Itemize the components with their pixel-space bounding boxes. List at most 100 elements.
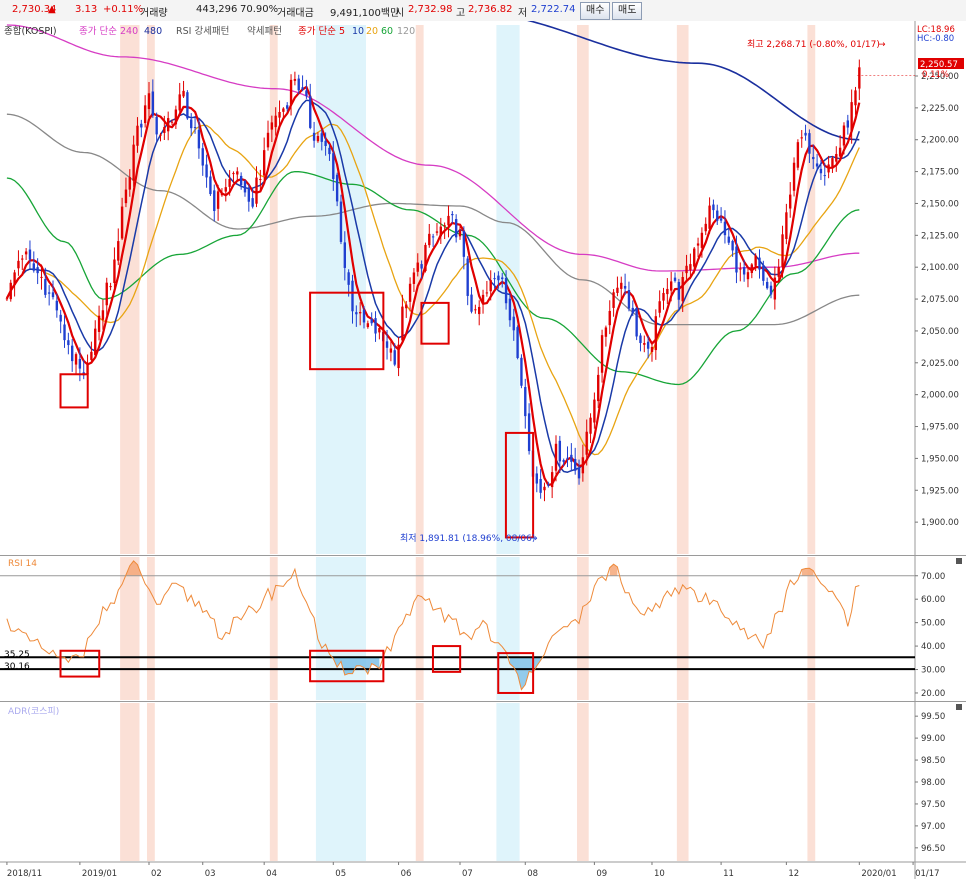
candle-body (696, 243, 700, 246)
candle-body (512, 316, 515, 331)
band-rsi-6 (577, 557, 589, 700)
rsi-level-hi: 35.25 (4, 650, 30, 660)
price-change: 3.13 (75, 4, 98, 15)
candle (650, 341, 654, 362)
candle-body (777, 267, 780, 277)
candle-body (585, 431, 588, 455)
adr-ytick-label: 99.00 (921, 734, 945, 744)
band-adr-5 (496, 703, 520, 861)
candle-body (685, 265, 688, 274)
candle-body (312, 132, 316, 141)
candle (389, 339, 393, 362)
candle-body (562, 460, 565, 462)
candle-body (339, 201, 343, 242)
sell-button[interactable]: 매도 (612, 2, 643, 20)
candle (597, 366, 600, 408)
candle-body (719, 218, 723, 221)
candle-body (620, 282, 623, 289)
candle (305, 79, 308, 99)
band-rsi-8 (807, 557, 816, 700)
open-value: 2,732.98 (408, 4, 453, 15)
candle-body (205, 164, 208, 178)
candle (735, 235, 738, 284)
candle-body (166, 118, 170, 132)
candle-body (804, 132, 807, 136)
candle-body (405, 304, 408, 309)
candle (28, 240, 32, 270)
candle-body (812, 156, 815, 160)
legend-series-name: 종합(KOSPI) (4, 26, 57, 37)
candle-body (397, 344, 400, 369)
candle-body (97, 315, 101, 332)
candle (47, 285, 51, 306)
candle-body (466, 258, 469, 296)
candle-body (86, 362, 89, 375)
candle-body (727, 236, 730, 243)
candle-body (754, 255, 757, 266)
candle-body (650, 346, 654, 352)
candle-body (850, 102, 853, 132)
candle (366, 320, 370, 329)
candle-body (289, 79, 293, 105)
candle (428, 223, 431, 248)
candle-body (508, 298, 512, 321)
candle-body (374, 318, 377, 334)
candle (243, 179, 247, 197)
lc-value: LC:18.96 (917, 25, 955, 35)
candle (431, 233, 435, 247)
candle-body (378, 328, 381, 333)
candle (731, 239, 734, 257)
candle-body (765, 281, 769, 289)
candle (232, 171, 235, 184)
candle-body (616, 287, 619, 293)
candle-body (228, 179, 231, 187)
candle-body (623, 285, 627, 289)
candle-body (385, 341, 389, 348)
candle (274, 107, 277, 136)
candle-body (5, 298, 9, 300)
candle (666, 278, 669, 305)
candle (190, 113, 193, 137)
candle (554, 435, 558, 482)
candle-body (40, 276, 43, 278)
candle (324, 132, 327, 156)
band-rsi-1 (146, 557, 155, 700)
candle-body (589, 417, 592, 434)
candle (693, 246, 696, 274)
candle-body (316, 135, 320, 142)
candle-body (704, 223, 707, 232)
candle (205, 154, 208, 188)
candle-body (28, 249, 32, 260)
candle-body (278, 111, 281, 118)
candle-body (236, 171, 239, 175)
candle-body (36, 267, 39, 274)
candle (362, 306, 366, 329)
candle (412, 268, 416, 293)
low-annotation: 최저 1,891.81 (18.96%, 08/06) (400, 533, 535, 544)
candle (97, 305, 101, 341)
legend-rsi-pattern: RSI 강세패턴 (176, 26, 229, 37)
adr-panel-handle-icon (956, 704, 962, 710)
ma480-line (527, 21, 860, 141)
candle (804, 124, 807, 141)
candle (439, 217, 442, 244)
candle-body (520, 357, 523, 386)
rsi-highlight-box-0 (59, 649, 101, 678)
high-annotation: 최고 2,268.71 (-0.80%, 01/17) (747, 39, 880, 50)
candle (589, 413, 592, 444)
candle (677, 278, 681, 312)
candle-body (17, 260, 20, 269)
candle (120, 197, 124, 241)
rsi-oversold-fill (333, 657, 380, 676)
candle (239, 172, 243, 190)
band-adr-7 (676, 703, 689, 861)
candle-body (796, 142, 800, 168)
legend-ma20: 20 (366, 26, 378, 37)
main-ytick-label: 1,975.00 (921, 423, 959, 433)
candle-body (78, 358, 82, 369)
candle (213, 184, 216, 222)
amount-value: 9,491,100백만 (330, 8, 400, 19)
candle (447, 205, 450, 238)
buy-button[interactable]: 매수 (580, 2, 611, 20)
candle-body (454, 219, 458, 238)
